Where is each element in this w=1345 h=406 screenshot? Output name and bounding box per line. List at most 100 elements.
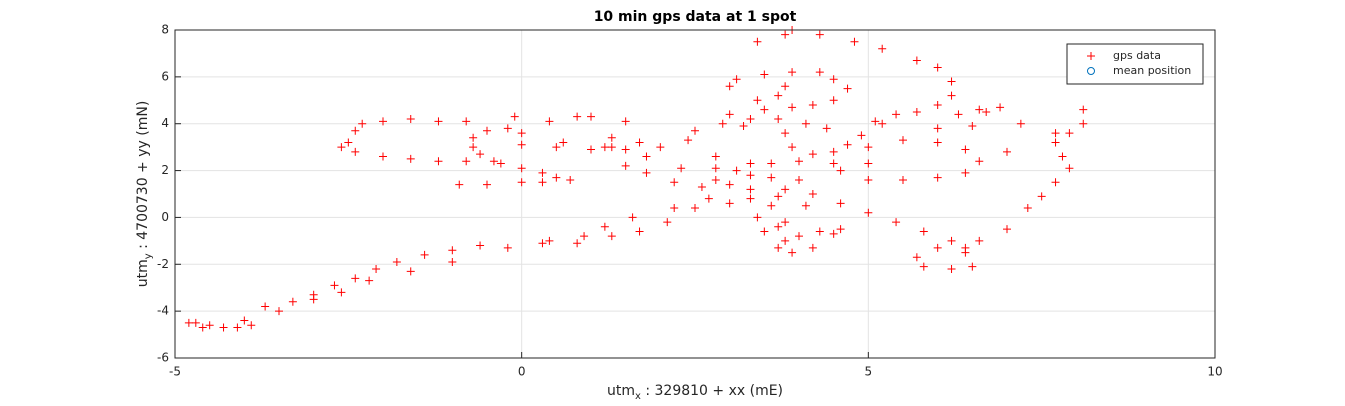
data-point: [538, 239, 547, 248]
data-point: [753, 96, 762, 105]
data-point: [240, 316, 249, 325]
data-point: [857, 131, 866, 140]
chart-title: 10 min gps data at 1 spot: [594, 9, 797, 25]
data-point: [483, 180, 491, 189]
legend-label: mean position: [1113, 64, 1191, 77]
x-label-sub: x: [635, 391, 641, 402]
data-point: [795, 175, 803, 184]
data-point: [580, 232, 589, 241]
data-point: [753, 37, 762, 46]
data-point: [517, 178, 526, 187]
data-point: [788, 143, 797, 152]
data-point: [205, 321, 214, 330]
data-point: [746, 171, 755, 180]
data-point: [871, 117, 880, 126]
data-point: [892, 218, 901, 227]
data-point: [545, 236, 554, 245]
data-point: [469, 133, 478, 142]
data-point: [621, 161, 630, 170]
data-point: [815, 227, 824, 236]
data-point: [864, 143, 873, 152]
data-point: [947, 264, 956, 273]
data-point: [600, 143, 609, 152]
data-point: [670, 204, 679, 213]
x-tick-label: 5: [865, 365, 873, 379]
data-point: [912, 108, 921, 116]
data-point: [573, 112, 582, 121]
data-point: [621, 145, 630, 154]
data-point: [795, 232, 803, 241]
data-point: [573, 239, 582, 248]
data-point: [545, 117, 554, 126]
data-point: [476, 150, 485, 159]
data-point: [836, 199, 845, 208]
data-point: [517, 140, 526, 149]
data-point: [808, 100, 817, 109]
y-tick-label: 2: [161, 163, 169, 177]
legend-box: [1066, 43, 1204, 85]
data-point: [247, 321, 256, 330]
data-point: [684, 136, 693, 145]
data-point: [975, 157, 984, 166]
data-point: [774, 243, 783, 252]
data-point: [725, 199, 734, 208]
data-point: [836, 166, 845, 175]
data-point: [351, 126, 360, 135]
data-point: [961, 145, 970, 154]
data-point: [746, 115, 755, 124]
data-point: [275, 307, 283, 316]
data-point: [628, 213, 637, 222]
data-point: [711, 164, 720, 173]
data-point: [538, 178, 547, 187]
data-point: [1023, 204, 1032, 213]
data-point: [406, 154, 415, 163]
data-point: [1003, 225, 1011, 234]
data-point: [503, 243, 512, 252]
data-point: [829, 229, 838, 238]
y-tick-label: -4: [157, 304, 169, 318]
data-point: [1079, 119, 1088, 128]
y-tick-label: 6: [161, 69, 169, 83]
data-point: [829, 147, 838, 156]
data-point: [607, 232, 616, 241]
data-point: [434, 157, 443, 166]
x-tick-label: -5: [169, 365, 181, 379]
y-label-rest: : 4700730 + yy (mN): [135, 101, 151, 254]
data-point: [801, 119, 810, 128]
data-point: [919, 227, 928, 236]
data-point: [503, 124, 512, 133]
y-tick-label: 0: [161, 210, 169, 224]
data-point: [1051, 129, 1060, 138]
data-point: [801, 201, 810, 210]
x-tick-label: 0: [518, 365, 526, 379]
data-point: [795, 157, 803, 166]
data-point: [878, 44, 887, 53]
data-point: [635, 138, 644, 147]
data-point: [337, 143, 346, 152]
data-point: [781, 30, 790, 39]
data-point: [711, 152, 720, 161]
data-point: [919, 262, 928, 271]
data-point: [760, 227, 769, 236]
data-point: [767, 201, 776, 210]
data-point: [864, 159, 873, 168]
data-point: [864, 175, 873, 184]
data-point: [607, 143, 616, 152]
data-point: [517, 164, 526, 173]
data-point: [774, 115, 783, 124]
data-point: [864, 208, 873, 217]
data-point: [691, 126, 699, 135]
data-point: [1079, 105, 1088, 114]
data-point: [732, 166, 741, 175]
data-point: [732, 75, 741, 84]
data-point: [233, 323, 242, 332]
data-point: [566, 175, 575, 184]
y-label-main: utm: [135, 259, 151, 287]
y-axis-label: utmy : 4700730 + yy (mN): [135, 101, 154, 288]
data-point: [899, 175, 907, 184]
data-point: [912, 253, 921, 262]
data-point: [725, 110, 734, 119]
data-point: [552, 173, 561, 182]
data-point: [788, 103, 797, 112]
data-point: [448, 246, 457, 255]
